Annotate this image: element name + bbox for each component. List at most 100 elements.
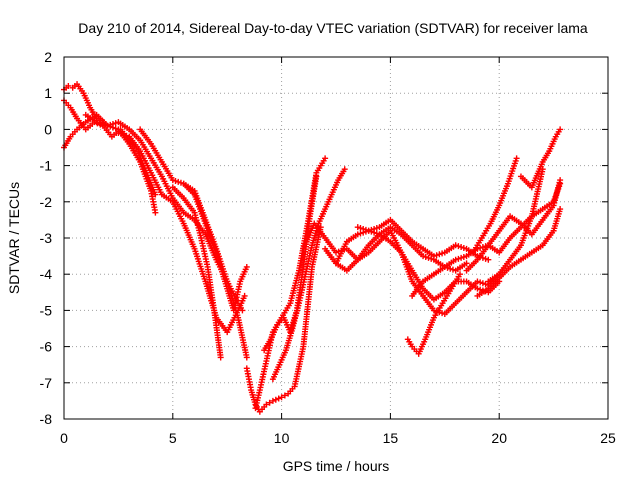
x-tick-label: 20 — [491, 430, 507, 446]
data-point — [269, 397, 276, 404]
data-point — [439, 250, 446, 257]
data-point — [362, 226, 369, 233]
data-point — [365, 227, 372, 234]
data-point — [96, 120, 103, 127]
data-point — [123, 132, 130, 139]
x-tick-label: 5 — [169, 430, 177, 446]
data-point — [474, 285, 481, 292]
y-tick-label: 0 — [44, 121, 52, 137]
series-arc-19 — [463, 177, 564, 274]
data-point — [460, 254, 467, 261]
data-point — [272, 396, 279, 403]
data-point — [357, 230, 364, 237]
data-point — [474, 278, 481, 285]
y-axis-label: SDTVAR / TECUs — [6, 182, 22, 294]
data-point — [460, 244, 467, 251]
data-point — [177, 179, 184, 186]
data-point — [479, 280, 486, 287]
data-point — [278, 394, 285, 401]
series-arc-10 — [252, 155, 329, 412]
data-marks — [61, 81, 564, 415]
data-point — [513, 155, 520, 162]
data-point — [482, 255, 489, 262]
x-tick-label: 25 — [600, 430, 616, 446]
y-tick-label: -2 — [40, 194, 53, 210]
data-point — [477, 279, 484, 286]
data-point — [104, 122, 111, 129]
tick-labels: 0 5 10 15 20 25 -8 -7 -6 -5 -4 -3 -2 -1 0 1 2 — [40, 49, 616, 446]
data-point — [433, 252, 440, 259]
x-tick-label: 15 — [383, 430, 399, 446]
data-point — [112, 125, 119, 132]
data-point — [152, 191, 159, 198]
data-point — [275, 395, 282, 402]
series-arc-5 — [115, 130, 248, 336]
data-point — [373, 225, 380, 232]
data-point — [118, 130, 125, 137]
data-point — [241, 292, 248, 299]
y-tick-label: -5 — [40, 302, 53, 318]
data-point — [463, 260, 470, 267]
data-point — [93, 119, 100, 126]
data-point — [420, 253, 427, 260]
data-point — [281, 392, 288, 399]
series-arc-4 — [82, 111, 246, 314]
data-point — [557, 177, 564, 184]
series-arc-7 — [169, 184, 224, 361]
data-point — [360, 225, 367, 232]
data-point — [65, 82, 72, 89]
chart-title: Day 210 of 2014, Sidereal Day-to-day VTE… — [78, 20, 588, 36]
data-point — [373, 230, 380, 237]
x-axis-label: GPS time / hours — [283, 458, 390, 474]
data-point — [557, 206, 564, 213]
data-point — [458, 254, 465, 261]
data-point — [455, 255, 462, 262]
data-point — [436, 251, 443, 258]
data-point — [452, 242, 459, 249]
series-arc-14 — [322, 224, 470, 274]
data-point — [439, 310, 446, 317]
data-point — [458, 244, 465, 251]
y-tick-label: 1 — [44, 85, 52, 101]
y-tick-label: -8 — [40, 411, 53, 427]
data-point — [371, 225, 378, 232]
data-point — [447, 265, 454, 272]
data-point — [457, 271, 464, 278]
data-point — [172, 177, 179, 184]
data-point — [101, 121, 108, 128]
data-point — [455, 243, 462, 250]
y-tick-label: -1 — [40, 158, 53, 174]
data-point — [354, 224, 361, 231]
data-point — [99, 120, 106, 127]
y-tick-label: -7 — [40, 375, 53, 391]
data-point — [217, 354, 224, 361]
series-arc-23 — [517, 126, 564, 191]
data-point — [485, 256, 492, 263]
data-point — [175, 178, 182, 185]
data-point — [243, 354, 250, 361]
axis-ticks — [63, 56, 609, 420]
data-point — [430, 253, 437, 260]
series-arc-8 — [180, 180, 250, 314]
series-arc-22 — [485, 166, 546, 285]
y-tick-label: -4 — [40, 266, 53, 282]
data-point — [109, 120, 116, 127]
data-point — [322, 155, 329, 162]
y-tick-label: -3 — [40, 230, 53, 246]
series-arc-12 — [269, 166, 348, 383]
data-point — [115, 130, 122, 137]
series-arc-3 — [61, 111, 159, 216]
data-point — [341, 166, 348, 173]
x-tick-label: 10 — [274, 430, 290, 446]
data-point — [263, 401, 270, 408]
data-point — [169, 177, 176, 184]
series-arc-17 — [404, 271, 464, 357]
data-point — [482, 281, 489, 288]
data-point — [243, 263, 250, 270]
data-point — [357, 225, 364, 232]
data-point — [354, 231, 361, 238]
data-point — [557, 126, 564, 133]
data-point — [333, 249, 339, 256]
data-point — [266, 399, 273, 406]
